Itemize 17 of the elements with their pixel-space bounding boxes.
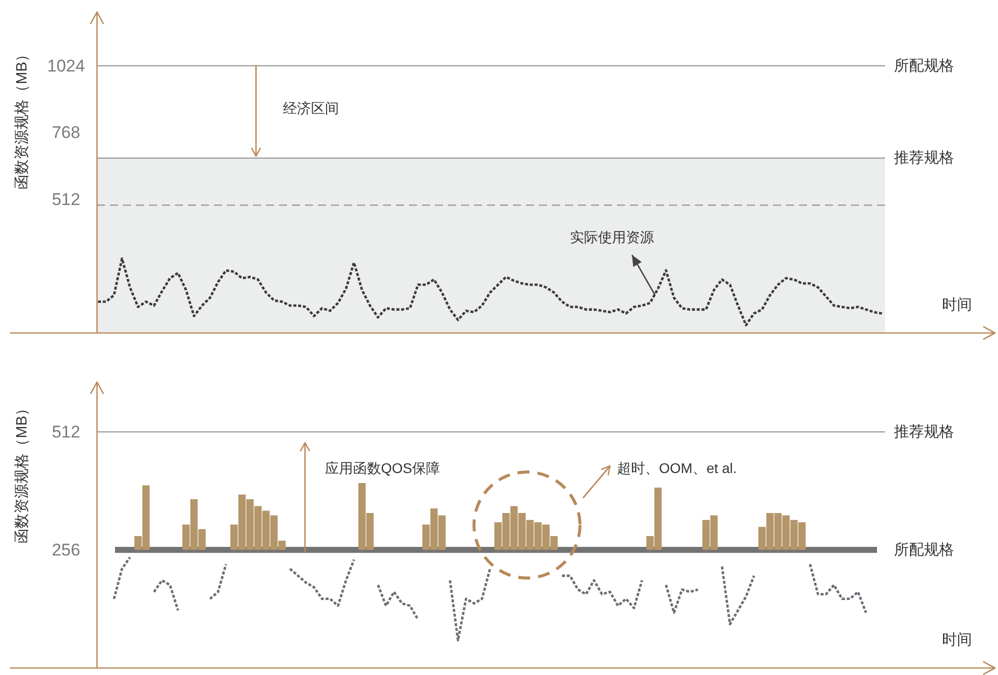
annotation: 应用函数QOS保障 (325, 460, 440, 476)
y-axis-title: 函数资源规格（MB） (14, 400, 30, 544)
y-tick-label: 1024 (47, 56, 85, 76)
y-tick-label: 256 (52, 540, 80, 560)
ref-line-label: 推荐规格 (894, 423, 954, 440)
ref-line-label: 所配规格 (894, 57, 954, 74)
x-axis-title: 时间 (942, 632, 972, 648)
annotation: 实际使用资源 (570, 229, 654, 245)
y-tick-label: 512 (52, 190, 80, 209)
ref-line-label: 推荐规格 (894, 150, 954, 167)
ref-line-label: 所配规格 (894, 541, 954, 558)
annotation: 经济区间 (283, 100, 339, 116)
annotation: 超时、OOM、et al. (617, 460, 737, 476)
y-tick-label: 768 (52, 123, 80, 142)
y-tick-label: 512 (52, 422, 80, 442)
x-axis-title: 时间 (942, 296, 972, 314)
y-axis-title: 函数资源规格（MB） (14, 46, 30, 190)
